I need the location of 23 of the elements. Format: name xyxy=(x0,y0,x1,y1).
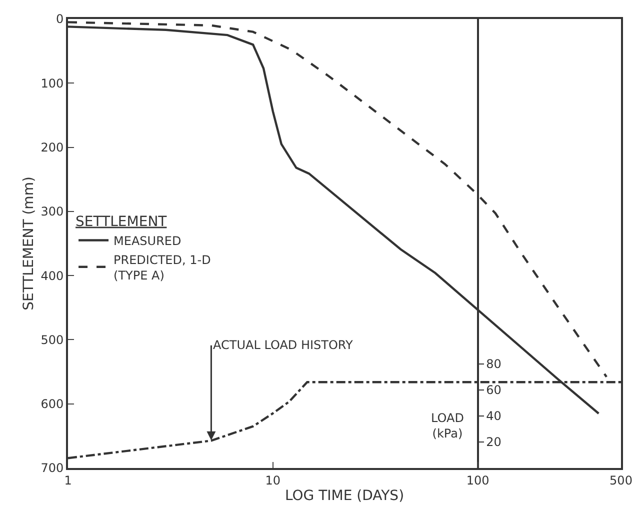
y-tick-label: 200 xyxy=(40,140,64,154)
legend-label: PREDICTED, 1-D (TYPE A) xyxy=(114,252,211,282)
x-tick-label: 1 xyxy=(64,473,72,488)
y2-tick-label: 80 xyxy=(486,357,502,372)
y-tick-label: 700 xyxy=(40,461,64,476)
x-axis-title: LOG TIME (DAYS) xyxy=(284,488,404,504)
y2-tick-label: 40 xyxy=(486,409,502,424)
y-tick-label: 100 xyxy=(40,76,64,90)
y2-axis-title: LOAD (kPa) xyxy=(431,411,464,441)
legend-label: MEASURED xyxy=(114,234,182,248)
legend-title: SETTLEMENT xyxy=(76,214,168,230)
y-tick-label: 600 xyxy=(40,397,64,412)
annotation: ACTUAL LOAD HISTORY xyxy=(213,338,354,352)
y-tick-label: 300 xyxy=(40,204,64,219)
y-axis-title: SETTLEMENT (mm) xyxy=(20,176,37,310)
y-tick-label: 400 xyxy=(40,268,64,283)
x-tick-label: 500 xyxy=(610,473,632,488)
x-tick-label: 10 xyxy=(265,473,281,488)
y-tick-label: 500 xyxy=(40,332,64,347)
y2-tick-label: 20 xyxy=(486,435,502,450)
y2-tick-label: 60 xyxy=(486,383,502,398)
x-tick-label: 100 xyxy=(466,473,490,488)
y-tick-label: 0 xyxy=(56,12,64,26)
